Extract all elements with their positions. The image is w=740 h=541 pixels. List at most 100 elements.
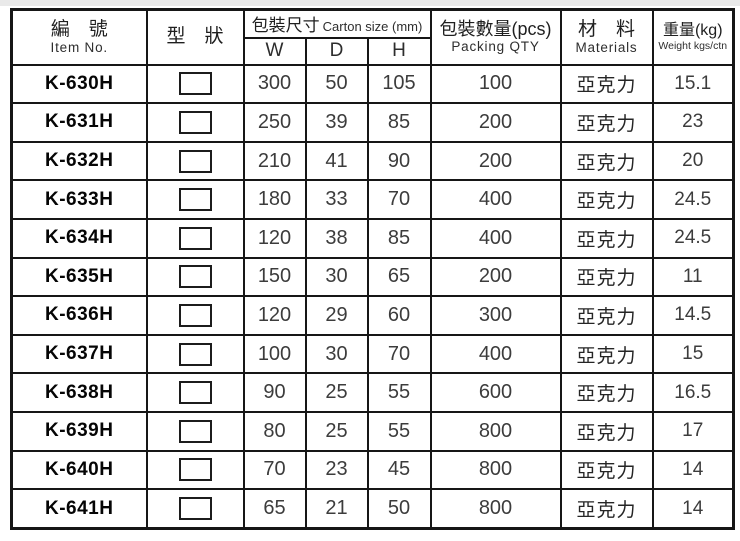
- shape-cell: [145, 449, 245, 491]
- weight-cell: 24.5: [651, 217, 735, 259]
- shape-cell: [145, 140, 245, 182]
- header-packing-qty-zh: 包裝數量(pcs): [439, 19, 552, 40]
- header-carton-zh: 包裝尺寸: [251, 16, 320, 36]
- weight-cell: 14.5: [651, 295, 735, 336]
- material-cell: 亞克力: [559, 410, 654, 452]
- packing-qty-cell: 800: [429, 410, 562, 452]
- carton-d-cell: 39: [304, 102, 369, 143]
- material-cell: 亞克力: [559, 179, 654, 220]
- material-cell: 亞克力: [559, 372, 654, 413]
- carton-d-cell: 25: [304, 410, 369, 452]
- spec-table: 編 號 Item No. 型 狀 包裝尺寸 Carton size (mm) 包裝…: [10, 8, 735, 530]
- header-packing-qty-en: Packing QTY: [451, 39, 540, 55]
- weight-cell: 24.5: [651, 179, 735, 220]
- weight-cell: 15: [651, 333, 735, 375]
- carton-d-cell: 38: [304, 217, 369, 259]
- carton-w-cell: 70: [242, 449, 307, 491]
- item-no-cell: K-635H: [10, 256, 148, 298]
- shape-cell: [145, 372, 245, 413]
- header-d: D: [304, 36, 369, 66]
- header-row-wdh: W D H: [12, 36, 734, 66]
- rectangle-shape-icon: [178, 342, 212, 366]
- item-no-cell: K-639H: [10, 410, 148, 452]
- carton-w-cell: 180: [242, 179, 307, 220]
- header-materials-en: Materials: [575, 39, 638, 55]
- packing-qty-cell: 200: [429, 256, 562, 298]
- carton-w-cell: 65: [242, 488, 307, 530]
- table-row: K-630H 300 50 105 100 亞克力 15.1: [10, 63, 735, 105]
- carton-h-cell: 55: [366, 410, 432, 452]
- rectangle-shape-icon: [178, 72, 212, 96]
- packing-qty-cell: 100: [429, 63, 562, 105]
- rectangle-shape-icon: [178, 381, 212, 405]
- carton-w-cell: 300: [242, 63, 307, 105]
- weight-cell: 23: [651, 102, 735, 143]
- shape-cell: [145, 488, 245, 530]
- table-row: K-633H 180 33 70 400 亞克力 24.5: [10, 179, 735, 220]
- weight-cell: 11: [651, 256, 735, 298]
- material-cell: 亞克力: [559, 102, 654, 143]
- shape-cell: [145, 102, 245, 143]
- weight-cell: 14: [651, 488, 735, 530]
- table-row: K-639H 80 25 55 800 亞克力 17: [10, 410, 735, 452]
- carton-d-cell: 41: [304, 140, 369, 182]
- shape-cell: [145, 179, 245, 220]
- packing-qty-cell: 800: [429, 449, 562, 491]
- table-row: K-632H 210 41 90 200 亞克力 20: [10, 140, 735, 182]
- weight-cell: 14: [651, 449, 735, 491]
- carton-h-cell: 55: [366, 372, 432, 413]
- carton-h-cell: 65: [366, 256, 432, 298]
- rectangle-shape-icon: [178, 419, 212, 443]
- packing-qty-cell: 200: [429, 140, 562, 182]
- material-cell: 亞克力: [559, 140, 654, 182]
- weight-cell: 16.5: [651, 372, 735, 413]
- carton-d-cell: 25: [304, 372, 369, 413]
- carton-d-cell: 30: [304, 256, 369, 298]
- header-carton-size: 包裝尺寸 Carton size (mm): [242, 8, 432, 39]
- weight-cell: 20: [651, 140, 735, 182]
- carton-w-cell: 210: [242, 140, 307, 182]
- carton-h-cell: 85: [366, 102, 432, 143]
- carton-w-cell: 100: [242, 333, 307, 375]
- item-no-cell: K-640H: [10, 449, 148, 491]
- header-h: H: [366, 36, 432, 66]
- material-cell: 亞克力: [559, 256, 654, 298]
- carton-d-cell: 30: [304, 333, 369, 375]
- packing-qty-cell: 400: [429, 217, 562, 259]
- material-cell: 亞克力: [559, 333, 654, 375]
- carton-h-cell: 45: [366, 449, 432, 491]
- header-weight: 重量(kg) Weight kgs/ctn: [651, 8, 735, 66]
- shape-cell: [145, 295, 245, 336]
- rectangle-shape-icon: [178, 497, 212, 521]
- table-row: K-635H 150 30 65 200 亞克力 11: [10, 256, 735, 298]
- item-no-cell: K-630H: [10, 63, 148, 105]
- table-body: K-630H 300 50 105 100 亞克力 15.1 K-631H 250 39 85 200…: [10, 63, 735, 530]
- carton-h-cell: 60: [366, 295, 432, 336]
- header-item-no-zh: 編 號: [50, 18, 108, 40]
- rectangle-shape-icon: [178, 110, 212, 134]
- shape-cell: [145, 63, 245, 105]
- table-row: K-641H 65 21 50 800 亞克力 14: [10, 488, 735, 530]
- shape-cell: [145, 217, 245, 259]
- shape-cell: [145, 410, 245, 452]
- packing-qty-cell: 300: [429, 295, 562, 336]
- rectangle-shape-icon: [178, 265, 212, 289]
- weight-cell: 15.1: [651, 63, 735, 105]
- rectangle-shape-icon: [178, 188, 212, 212]
- carton-d-cell: 50: [304, 63, 369, 105]
- table-row: K-634H 120 38 85 400 亞克力 24.5: [10, 217, 735, 259]
- item-no-cell: K-632H: [10, 140, 148, 182]
- carton-w-cell: 120: [242, 217, 307, 259]
- carton-w-cell: 150: [242, 256, 307, 298]
- material-cell: 亞克力: [559, 295, 654, 336]
- carton-d-cell: 29: [304, 295, 369, 336]
- table-row: K-631H 250 39 85 200 亞克力 23: [10, 102, 735, 143]
- weight-cell: 17: [651, 410, 735, 452]
- table-row: K-637H 100 30 70 400 亞克力 15: [10, 333, 735, 375]
- header-weight-en: Weight kgs/ctn: [658, 39, 728, 52]
- carton-w-cell: 250: [242, 102, 307, 143]
- header-packing-qty: 包裝數量(pcs) Packing QTY: [429, 8, 562, 66]
- material-cell: 亞克力: [559, 217, 654, 259]
- header-materials: 材 料 Materials: [559, 8, 654, 66]
